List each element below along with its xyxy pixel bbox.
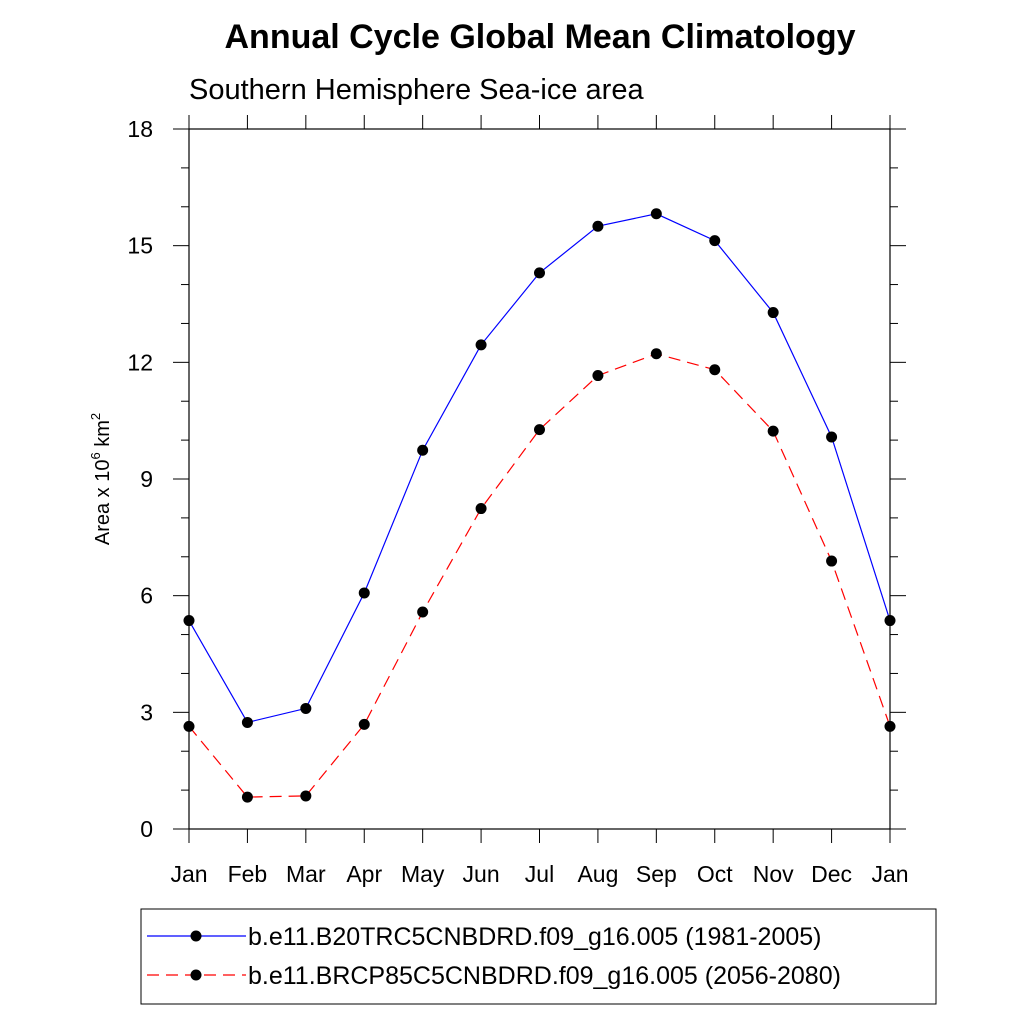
plot-frame xyxy=(188,128,891,830)
series-1-point xyxy=(475,339,487,351)
x-tick-label: May xyxy=(401,861,445,887)
series-2-point xyxy=(241,791,253,803)
y-axis-label: Area x 106 km2 xyxy=(88,413,114,545)
y-tick-label: 0 xyxy=(140,816,153,842)
x-axis: Jan Feb Mar Apr May Jun Jul Aug Sep Oct Nov Dec Jan xyxy=(170,115,909,887)
legend-box xyxy=(140,908,937,1005)
series-1-point xyxy=(592,220,604,232)
x-tick-label: Dec xyxy=(811,861,852,887)
x-tick-label: Aug xyxy=(577,861,618,887)
x-tick-label: Feb xyxy=(228,861,268,887)
y-axis-label-unit: km xyxy=(92,420,114,452)
series-2-point xyxy=(300,790,312,802)
chart-title: Annual Cycle Global Mean Climatology xyxy=(225,18,856,56)
series-1-point xyxy=(183,615,195,627)
series-1-point xyxy=(650,208,662,220)
y-tick-label: 6 xyxy=(140,583,153,609)
series-2-point xyxy=(826,555,838,567)
series-1-point xyxy=(767,307,779,319)
x-tick-label: Sep xyxy=(636,861,677,887)
series-2-point xyxy=(767,425,779,437)
series-1-point xyxy=(417,444,429,456)
series-line-2 xyxy=(188,353,891,798)
series-2-point xyxy=(592,370,604,382)
x-tick-label: Jan xyxy=(170,861,207,887)
y-axis-label-text: Area x 10 xyxy=(92,460,114,546)
x-tick-label: Apr xyxy=(346,861,382,887)
series-2-point xyxy=(183,720,195,732)
x-tick-label: Oct xyxy=(697,861,733,887)
legend: b.e11.B20TRC5CNBDRD.f09_g16.005 (1981-20… xyxy=(147,923,841,990)
series-1-point xyxy=(300,702,312,714)
y-axis-label-exponent-2: 2 xyxy=(88,413,103,420)
y-tick-label: 9 xyxy=(140,466,153,492)
series-layer xyxy=(183,208,896,803)
series-1-point xyxy=(826,431,838,443)
chart-subtitle: Southern Hemisphere Sea-ice area xyxy=(189,74,644,106)
x-tick-label: Jan xyxy=(871,861,908,887)
legend-marker-2 xyxy=(190,969,202,981)
x-tick-label: Mar xyxy=(286,861,326,887)
y-axis: 0 3 6 9 12 15 18 xyxy=(127,116,906,842)
y-tick-label: 3 xyxy=(140,699,153,725)
series-2-point xyxy=(534,424,545,436)
series-2-point xyxy=(709,364,721,376)
y-tick-label: 15 xyxy=(127,233,153,259)
series-2-point xyxy=(417,606,429,618)
x-tick-label: Jul xyxy=(525,861,554,887)
series-line-1 xyxy=(188,213,891,724)
series-1-point xyxy=(884,615,896,627)
series-2-point xyxy=(884,720,896,732)
legend-label-1: b.e11.B20TRC5CNBDRD.f09_g16.005 (1981-20… xyxy=(248,923,822,951)
y-tick-label: 12 xyxy=(127,349,153,375)
legend-label-2: b.e11.BRCP85C5CNBDRD.f09_g16.005 (2056-2… xyxy=(248,962,841,990)
series-1-point xyxy=(709,235,721,247)
series-1-point xyxy=(241,716,253,728)
series-2-point xyxy=(358,718,370,730)
x-tick-label: Nov xyxy=(753,861,794,887)
legend-marker-1 xyxy=(190,930,202,942)
series-2-point xyxy=(475,503,487,515)
x-tick-label: Jun xyxy=(463,861,500,887)
series-2-point xyxy=(650,348,662,360)
y-axis-label-exponent-1: 6 xyxy=(88,452,103,459)
series-1-point xyxy=(534,267,545,279)
y-tick-label: 18 xyxy=(127,116,153,142)
series-1-point xyxy=(358,587,370,599)
